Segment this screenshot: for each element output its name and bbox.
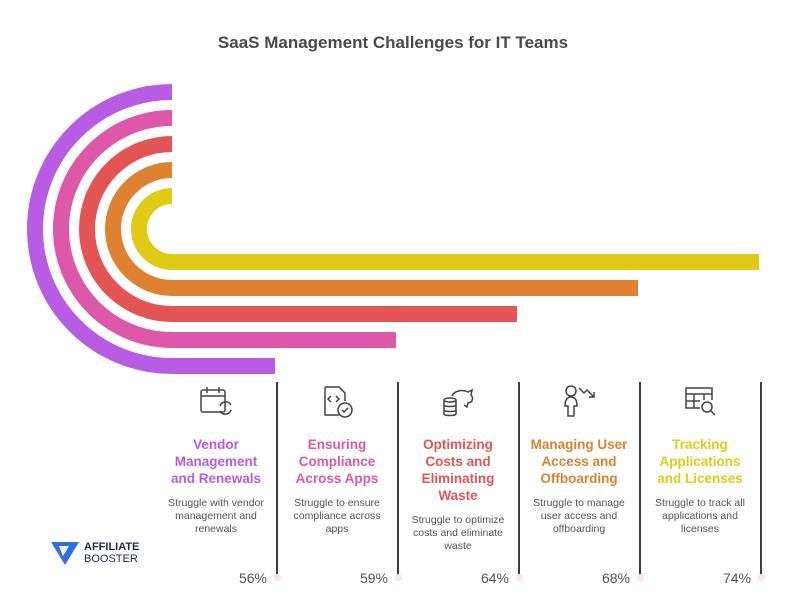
bar-vendor [27,84,275,374]
divider [760,382,762,580]
percent-tracking: 74% [722,570,751,586]
challenge-tracking: Tracking Applications and Licenses Strug… [640,380,760,580]
divider-dot [274,574,281,581]
challenge-vendor: Vendor Management and Renewals Struggle … [156,380,276,580]
percent-compliance: 59% [359,570,388,586]
logo-mark-icon [51,542,79,565]
description: Struggle with vendor management and rene… [168,497,264,535]
divider [518,382,520,580]
divider-dot [758,574,765,581]
bar-costs [79,136,517,322]
percent-costs: 64% [480,570,509,586]
user-decline-icon [519,380,639,424]
divider-dot [637,574,644,581]
description: Struggle to manage user access and offbo… [533,497,625,535]
divider [397,382,399,580]
divider [276,382,278,580]
description: Struggle to ensure compliance across app… [293,497,381,535]
challenge-costs: Optimizing Costs and Eliminating Waste S… [398,380,518,580]
description: Struggle to track all applications and l… [655,497,745,535]
divider-dot [516,574,523,581]
description: Struggle to optimize costs and eliminate… [411,514,505,552]
bar-tracking [131,188,759,270]
challenge-compliance: Ensuring Compliance Across Apps Struggle… [277,380,397,580]
bar-access [105,162,638,296]
bar-compliance [53,110,396,348]
code-file-check-icon [277,380,397,424]
percent-access: 68% [601,570,630,586]
percent-vendor: 56% [238,570,267,586]
table-search-icon [640,380,760,424]
divider-dot [395,574,402,581]
divider [639,382,641,580]
calendar-refresh-icon [156,380,276,424]
piggy-bank-coins-icon [398,380,518,424]
page-title: SaaS Management Challenges for IT Teams [217,33,569,52]
affiliate-booster-logo: AFFILIATE BOOSTER [50,540,139,566]
challenge-access: Managing User Access and Offboarding Str… [519,380,639,580]
